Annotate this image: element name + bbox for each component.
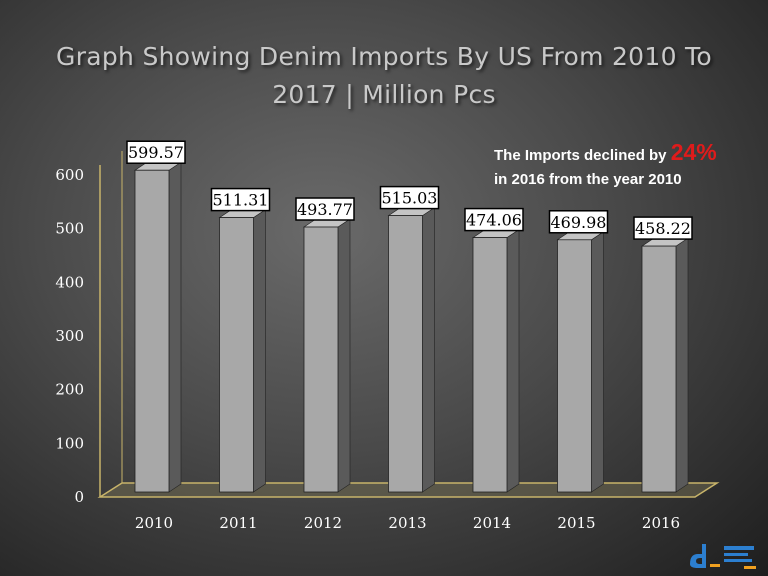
x-tick-label: 2010	[135, 514, 173, 532]
data-label-box	[633, 216, 693, 240]
chart-data-labels: 2010 599.57 2011 511.31 2012 493.77 2013 515.03…	[126, 140, 693, 532]
chart-title: Graph Showing Denim Imports By US From 2…	[56, 42, 712, 109]
x-tick-label: 2015	[557, 514, 595, 532]
bar	[641, 245, 677, 493]
y-tick-label: 100	[55, 434, 84, 452]
annotation-text-line1: The Imports declined by	[494, 147, 671, 164]
x-tick-label: 2014	[473, 514, 511, 532]
data-label: 515.03	[382, 189, 438, 208]
y-tick-label: 600	[55, 166, 84, 184]
bar-side	[168, 161, 182, 493]
data-label: 511.31	[213, 191, 269, 210]
x-tick-label: 2013	[388, 514, 426, 532]
bar-side	[591, 231, 604, 493]
data-label: 469.98	[551, 213, 607, 232]
y-tick-label: 500	[55, 220, 84, 238]
bar	[134, 169, 170, 493]
data-label-box	[548, 210, 609, 234]
data-label-box	[210, 187, 271, 212]
y-tick-label: 400	[55, 273, 84, 291]
bar-side	[253, 209, 266, 493]
bar	[219, 217, 254, 493]
data-label: 474.06	[466, 211, 522, 230]
data-label-box	[295, 197, 355, 221]
y-tick-label: 200	[55, 381, 84, 399]
data-label: 599.57	[128, 143, 184, 162]
chart-bars	[134, 161, 689, 493]
data-label: 493.77	[297, 200, 353, 219]
data-label-box	[126, 140, 186, 164]
data-label-box	[379, 185, 440, 210]
bar-side	[675, 237, 689, 493]
bar-side	[506, 229, 520, 493]
data-label-box	[464, 207, 524, 232]
bar-side	[337, 218, 351, 493]
y-tick-label: 0	[74, 488, 84, 506]
bar	[388, 215, 423, 493]
bar	[472, 237, 508, 493]
decline-annotation: The Imports declined by 24% in 2016 from…	[494, 140, 754, 192]
annotation-percent: 24%	[670, 139, 717, 165]
bar	[557, 239, 592, 493]
denim-logo-icon	[690, 544, 756, 569]
bar	[303, 226, 339, 493]
x-tick-label: 2012	[304, 514, 342, 532]
x-tick-label: 2016	[642, 514, 680, 532]
data-label: 458.22	[635, 219, 691, 238]
y-tick-label: 300	[55, 327, 84, 345]
bar-side	[422, 207, 435, 493]
x-tick-label: 2011	[219, 514, 257, 532]
annotation-text-line2: in 2016 from the year 2010	[494, 171, 682, 188]
